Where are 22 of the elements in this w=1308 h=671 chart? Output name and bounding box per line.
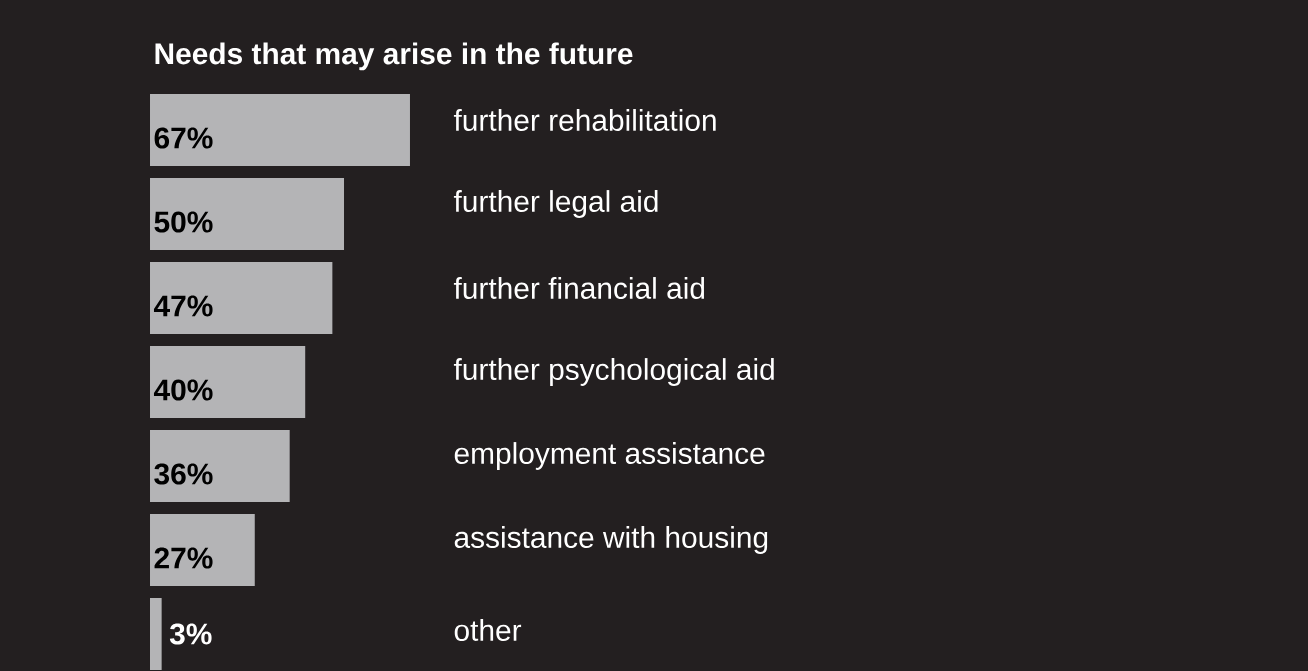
data-label: 40% — [153, 379, 213, 401]
data-label: 3% — [169, 623, 212, 645]
chart-title: Needs that may arise in the future — [155, 42, 633, 71]
data-label: 67% — [154, 127, 213, 149]
data-label: 27% — [154, 547, 213, 569]
data-label: 50% — [154, 211, 213, 233]
y-tick-label: other — [454, 619, 522, 641]
y-tick-label: further financial aid — [453, 277, 705, 299]
y-tick-label: assistance with housing — [454, 526, 768, 554]
bar — [150, 178, 345, 251]
bar — [150, 598, 162, 671]
y-tick-label: further legal aid — [453, 190, 658, 218]
bar — [150, 94, 410, 167]
bar — [150, 262, 333, 335]
data-label: 47% — [153, 295, 213, 317]
y-tick-label: further rehabilitation — [453, 109, 716, 131]
bar — [150, 430, 290, 503]
data-label: 36% — [154, 463, 213, 485]
y-tick-label: employment assistance — [454, 442, 765, 470]
bar — [150, 346, 306, 419]
y-tick-label: further psychological aid — [453, 358, 774, 386]
bar — [150, 514, 255, 587]
